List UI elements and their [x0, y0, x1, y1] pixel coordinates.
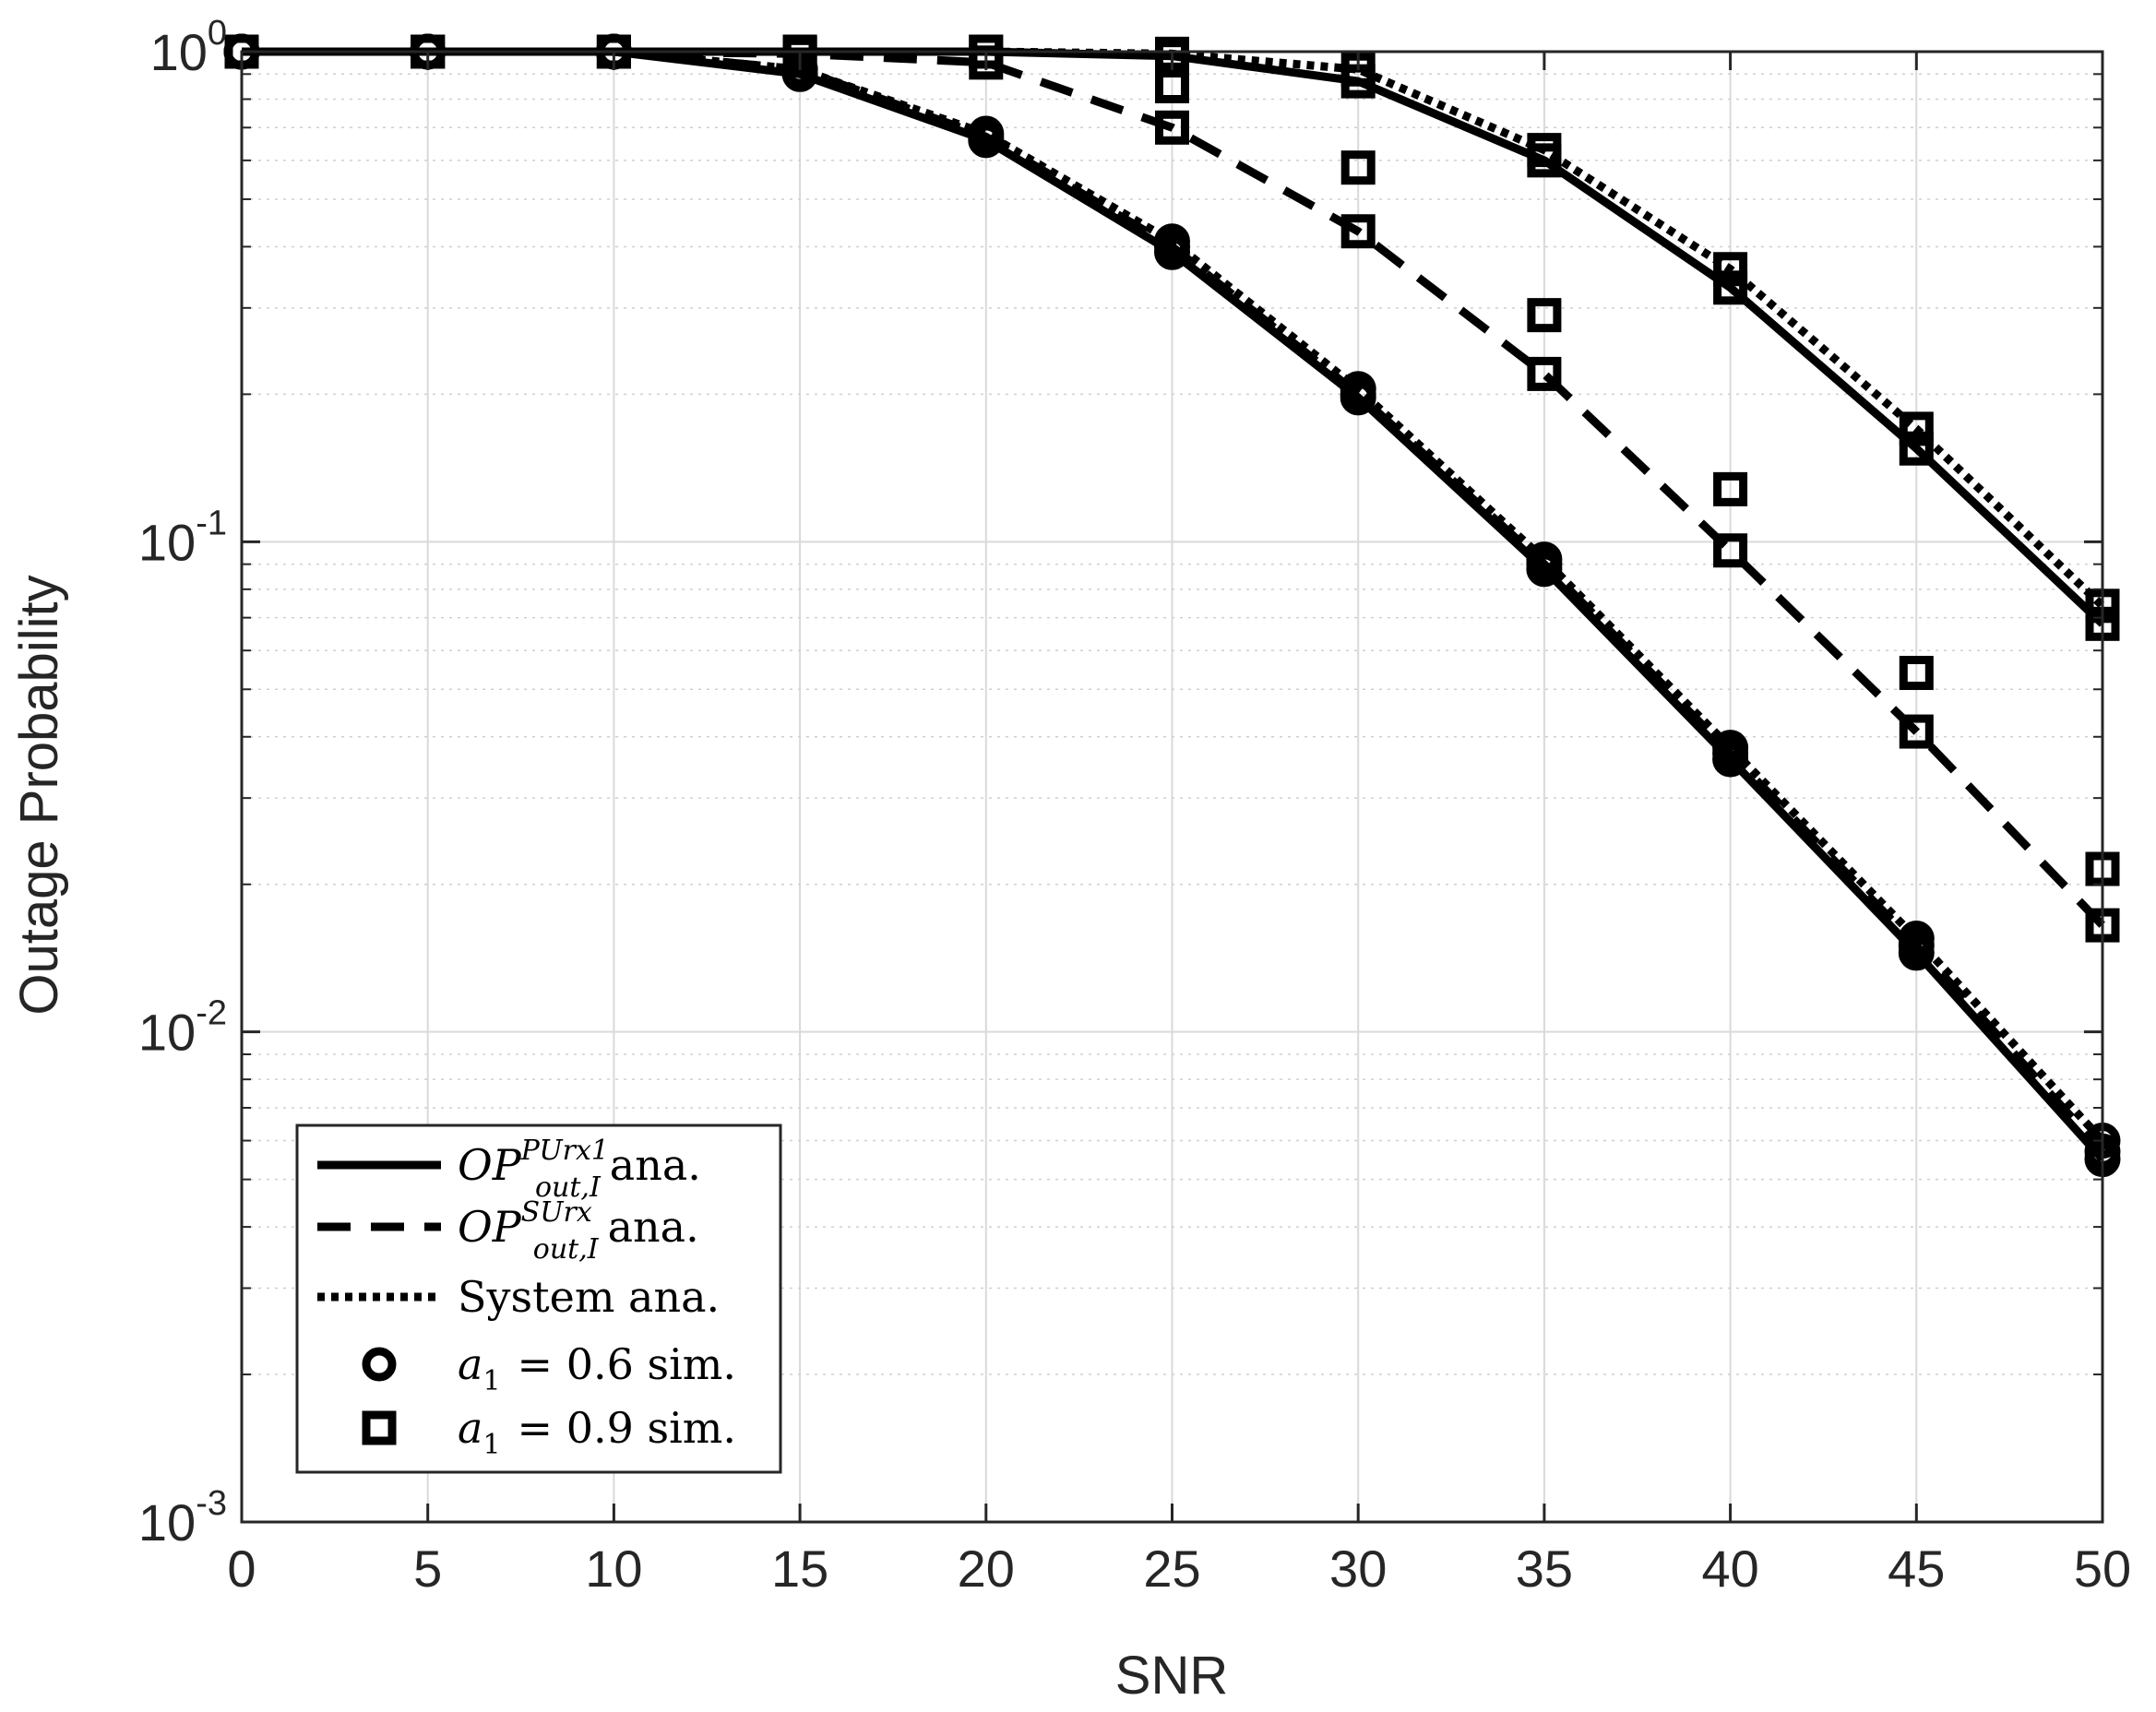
square-marker [1155, 69, 1189, 104]
legend: OPPUrx1 out,I ana.OPSUrx out,I ana. System an… [295, 1124, 782, 1474]
x-tick-label: 10 [585, 1540, 642, 1598]
square-marker [1340, 214, 1376, 249]
legend-entry: a1 = 0.6 sim. [362, 1339, 736, 1397]
x-tick-labels: 0 5 10 15 20 25 30 35 40 45 50 [227, 1540, 2131, 1598]
y-tick-label: 10-2 [138, 994, 227, 1062]
x-tick-label: 25 [1143, 1540, 1200, 1598]
square-marker [362, 1410, 397, 1445]
square-marker [1527, 298, 1562, 333]
x-tick-label: 35 [1516, 1540, 1573, 1598]
y-tick-label: 100 [150, 14, 227, 81]
series-line [242, 47, 2106, 929]
square-marker [1527, 356, 1562, 391]
x-tick-label: 45 [1888, 1540, 1945, 1598]
x-tick-label: 20 [958, 1540, 1015, 1598]
legend-label: OPSUrx out,I ana. [458, 1196, 699, 1266]
circle-marker [1898, 921, 1935, 957]
square-marker [1713, 471, 1748, 506]
circle-marker [1154, 223, 1190, 260]
legend-label: OPPUrx1 out,I ana. [458, 1135, 701, 1204]
x-tick-label: 0 [227, 1540, 256, 1598]
square-marker [1713, 270, 1748, 305]
legend-entry: OPPUrx1 out,I ana. [317, 1135, 701, 1204]
circle-marker [968, 115, 1005, 152]
x-tick-label: 5 [413, 1540, 442, 1598]
x-tick-label: 30 [1329, 1540, 1387, 1598]
square-marker [1899, 656, 1934, 691]
square-marker [1713, 533, 1748, 568]
square-marker [1899, 411, 1934, 446]
circle-marker [362, 1347, 397, 1382]
legend-entry: System ana. [317, 1272, 720, 1322]
x-tick-label: 50 [2074, 1540, 2131, 1598]
legend-label: a1 = 0.6 sim. [458, 1339, 736, 1397]
square-marker [1340, 150, 1376, 185]
axis-ticks [240, 50, 2104, 1524]
circle-marker [1526, 541, 1563, 578]
square-marker [1899, 431, 1934, 466]
x-axis-label: SNR [1115, 1646, 1228, 1706]
legend-entry: a1 = 0.9 sim. [362, 1403, 736, 1461]
legend-label: System ana. [458, 1272, 720, 1322]
x-tick-label: 15 [771, 1540, 828, 1598]
square-marker [1155, 110, 1189, 145]
y-axis-label: Outage Probability [9, 575, 69, 1015]
legend-label: a1 = 0.9 sim. [458, 1403, 736, 1461]
square-marker [1713, 252, 1748, 287]
square-marker [1899, 714, 1934, 749]
y-tick-labels: 100 10-1 10-2 10-3 [138, 14, 227, 1552]
x-tick-label: 40 [1701, 1540, 1758, 1598]
circle-marker [1712, 730, 1749, 767]
circle-marker [1340, 371, 1376, 408]
legend-entry: OPSUrx out,I ana. [317, 1196, 699, 1266]
y-tick-label: 10-1 [138, 504, 227, 571]
square-marker [1527, 133, 1562, 168]
y-tick-label: 10-3 [138, 1484, 227, 1552]
